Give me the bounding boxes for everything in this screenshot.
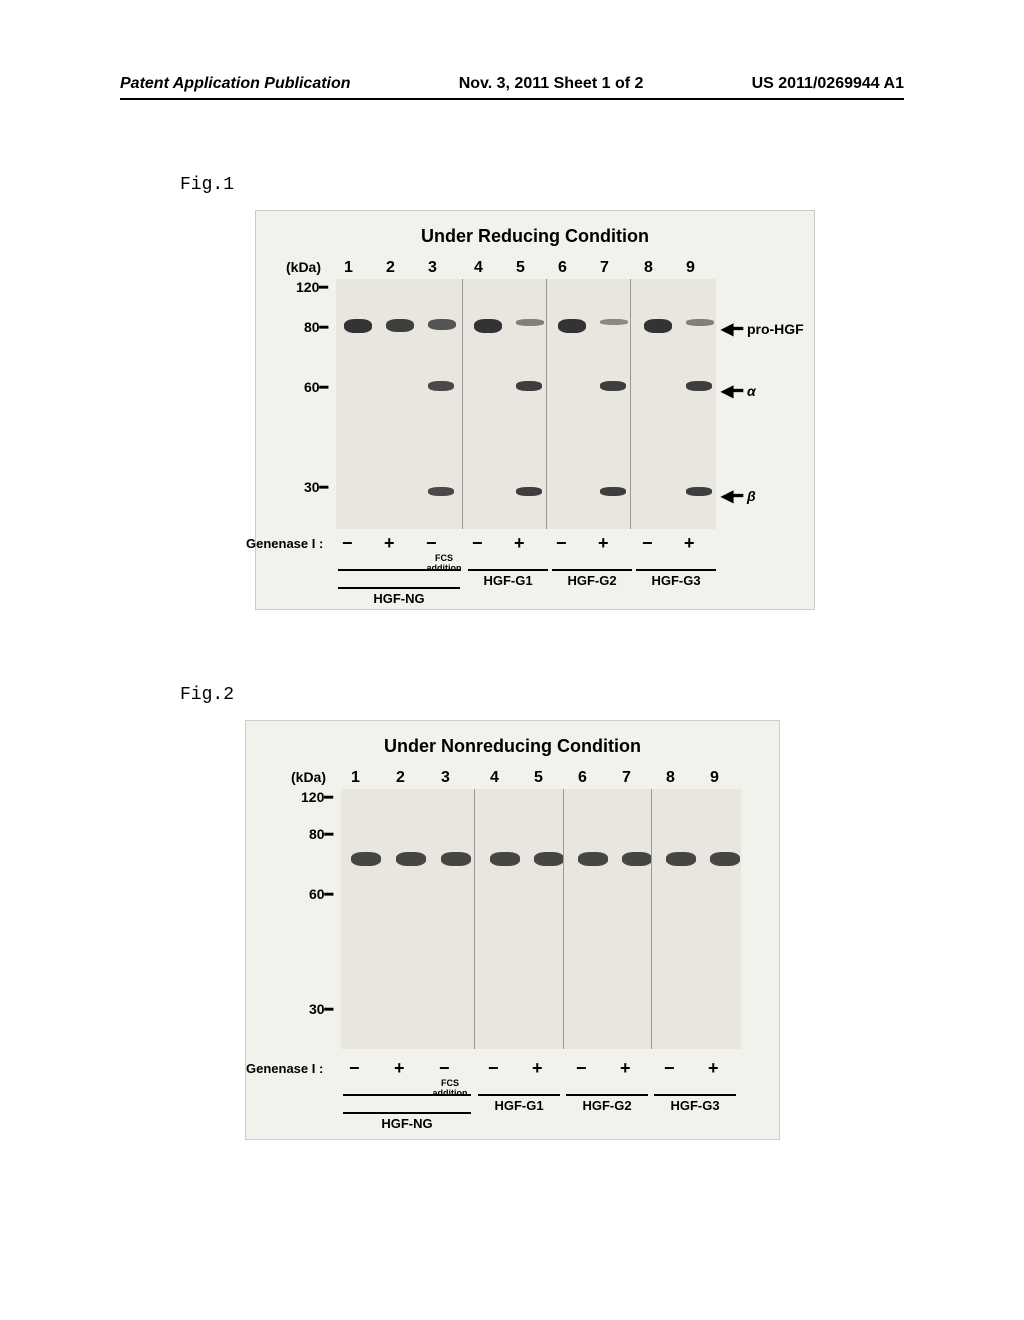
fig1-line-hgfg1 xyxy=(468,569,548,571)
fig1-lane-8: 8 xyxy=(644,259,653,277)
fig2-lane-7: 7 xyxy=(622,769,631,787)
fig1-kda-unit: (kDa) xyxy=(286,259,321,275)
fig1-lane-9: 9 xyxy=(686,259,695,277)
fig1-arrow-prohgf: ◀━pro-HGF xyxy=(721,319,804,339)
fig2-sample-hgfng: HGF-NG xyxy=(343,1116,471,1131)
fig1-genenase-1: + xyxy=(384,533,395,554)
fig1-sample-hgfng: HGF-NG xyxy=(338,591,460,606)
fig1-mw-60: 60━ xyxy=(304,379,328,396)
fig1-line-hgfg3 xyxy=(636,569,716,571)
fig1-arrow-alpha: ◀━ α xyxy=(721,381,756,401)
fig1-mw-120: 120━ xyxy=(296,279,328,296)
fig2-lane-2: 2 xyxy=(396,769,405,787)
fig1-genenase-label: Genenase I : xyxy=(246,536,323,551)
fig2-lane-4: 4 xyxy=(490,769,499,787)
fig1-lane-3: 3 xyxy=(428,259,437,277)
fig2-title: Under Nonreducing Condition xyxy=(246,736,779,757)
fig1-line-hgfg2 xyxy=(552,569,632,571)
page-header: Patent Application Publication Nov. 3, 2… xyxy=(0,75,1024,93)
fig1-genenase-2: − xyxy=(426,533,437,554)
fig2-line-hgfng xyxy=(343,1112,471,1114)
fig2-container: Under Nonreducing Condition (kDa) 1 2 3 4 5 6… xyxy=(245,720,780,1140)
fig1-gel xyxy=(336,279,716,529)
fig1-line-hgfng-top xyxy=(338,569,460,571)
fig2-mw-80: 80━ xyxy=(309,826,333,843)
fig1-title: Under Reducing Condition xyxy=(256,226,814,247)
fig1-genenase-3: − xyxy=(472,533,483,554)
fig2-lane-8: 8 xyxy=(666,769,675,787)
fig1-arrow-beta: ◀━ β xyxy=(721,486,756,506)
fig2-lane-3: 3 xyxy=(441,769,450,787)
fig2-genenase-7: − xyxy=(664,1058,675,1079)
fig2-lane-9: 9 xyxy=(710,769,719,787)
fig1-lane-7: 7 xyxy=(600,259,609,277)
fig2-genenase-4: + xyxy=(532,1058,543,1079)
fig1-genenase-4: + xyxy=(514,533,525,554)
fig2-genenase-label: Genenase I : xyxy=(246,1061,323,1076)
fig2-line-hgfg1 xyxy=(478,1094,560,1096)
fig2-line-hgfng-top xyxy=(343,1094,471,1096)
header-center: Nov. 3, 2011 Sheet 1 of 2 xyxy=(459,75,644,93)
fig2-genenase-5: − xyxy=(576,1058,587,1079)
fig2-genenase-6: + xyxy=(620,1058,631,1079)
fig1-mw-80: 80━ xyxy=(304,319,328,336)
fig2-genenase-3: − xyxy=(488,1058,499,1079)
fig1-mw-30: 30━ xyxy=(304,479,328,496)
fig2-gel xyxy=(341,789,741,1049)
fig2-sample-hgfg3: HGF-G3 xyxy=(654,1098,736,1113)
fig2-line-hgfg2 xyxy=(566,1094,648,1096)
fig2-lane-6: 6 xyxy=(578,769,587,787)
fig1-genenase-5: − xyxy=(556,533,567,554)
fig2-label: Fig.2 xyxy=(180,685,234,705)
fig1-genenase-6: + xyxy=(598,533,609,554)
fig1-sample-hgfg3: HGF-G3 xyxy=(636,573,716,588)
fig2-line-hgfg3 xyxy=(654,1094,736,1096)
fig1-sample-hgfg1: HGF-G1 xyxy=(468,573,548,588)
fig2-mw-30: 30━ xyxy=(309,1001,333,1018)
fig1-line-hgfng xyxy=(338,587,460,589)
fig1-genenase-7: − xyxy=(642,533,653,554)
fig2-genenase-2: − xyxy=(439,1058,450,1079)
fig2-genenase-1: + xyxy=(394,1058,405,1079)
fig1-lane-4: 4 xyxy=(474,259,483,277)
fig1-lane-5: 5 xyxy=(516,259,525,277)
fig1-genenase-0: − xyxy=(342,533,353,554)
fig2-kda-unit: (kDa) xyxy=(291,769,326,785)
fig1-sample-hgfg2: HGF-G2 xyxy=(552,573,632,588)
fig2-mw-120: 120━ xyxy=(301,789,333,806)
fig1-lane-2: 2 xyxy=(386,259,395,277)
fig1-genenase-8: + xyxy=(684,533,695,554)
fig2-lane-5: 5 xyxy=(534,769,543,787)
fig2-sample-hgfg1: HGF-G1 xyxy=(478,1098,560,1113)
fig2-lane-1: 1 xyxy=(351,769,360,787)
fig1-label: Fig.1 xyxy=(180,175,234,195)
header-divider xyxy=(120,98,904,100)
fig1-container: Under Reducing Condition (kDa) 1 2 3 4 5 6 7 8 9… xyxy=(255,210,815,610)
header-right: US 2011/0269944 A1 xyxy=(752,75,904,93)
fig1-lane-1: 1 xyxy=(344,259,353,277)
fig2-sample-hgfg2: HGF-G2 xyxy=(566,1098,648,1113)
fig2-mw-60: 60━ xyxy=(309,886,333,903)
header-left: Patent Application Publication xyxy=(120,75,351,93)
fig2-genenase-0: − xyxy=(349,1058,360,1079)
fig2-genenase-8: + xyxy=(708,1058,719,1079)
fig1-lane-6: 6 xyxy=(558,259,567,277)
